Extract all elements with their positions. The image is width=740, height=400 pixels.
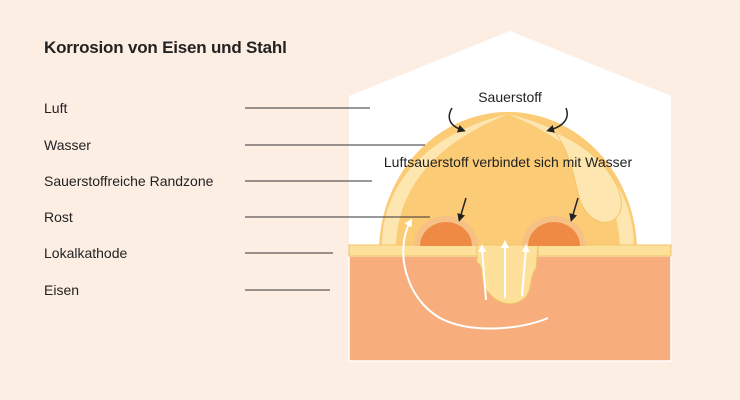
reaction-label: Luftsauerstoff verbindet sich mit Wasser (384, 154, 633, 170)
label-randzone: Sauerstoffreiche Randzone (44, 173, 214, 189)
label-wasser: Wasser (44, 137, 91, 153)
flow-arrow-3 (521, 244, 530, 297)
rust-arrow-right (569, 197, 579, 222)
label-luft: Luft (44, 100, 68, 116)
cathode-strip-left (348, 244, 478, 257)
label-lokalkathode: Lokalkathode (44, 245, 128, 261)
oxygen-arrow-left (448, 107, 466, 133)
diagram-title: Korrosion von Eisen und Stahl (44, 38, 287, 57)
rim-zone (382, 114, 508, 246)
rust-core-right (528, 222, 580, 246)
sauerstoff-label: Sauerstoff (478, 89, 542, 105)
cathode-strip-right (537, 244, 672, 257)
rust-arrow-left (457, 197, 467, 222)
oxygen-arrow-right (546, 107, 568, 133)
flow-arrow-1 (478, 244, 487, 301)
label-rost: Rost (44, 209, 73, 225)
oxygen-tendril (553, 130, 622, 223)
label-eisen: Eisen (44, 282, 80, 298)
rust-core-left (420, 222, 472, 246)
flow-arc-left (402, 218, 549, 330)
